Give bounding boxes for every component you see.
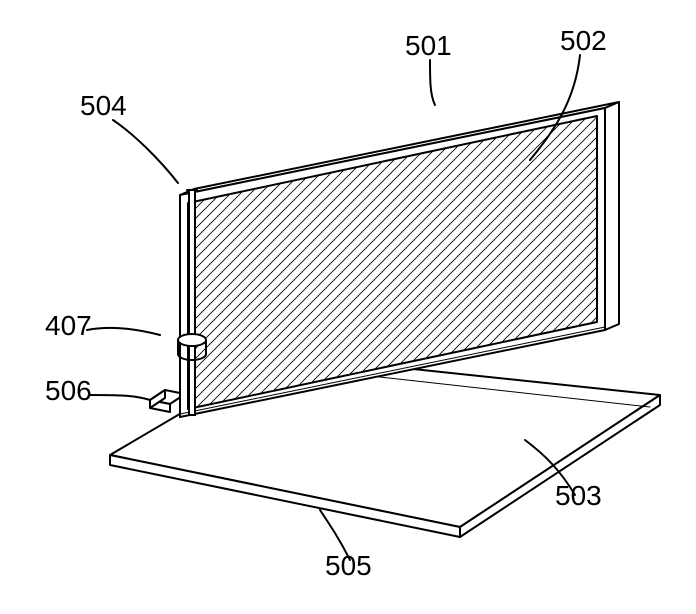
label-503: 503 xyxy=(555,480,602,511)
label-407: 407 xyxy=(45,310,92,341)
label-501: 501 xyxy=(405,30,452,61)
figure-svg: 501502503504505506407 xyxy=(0,0,696,614)
post-504 xyxy=(187,190,197,415)
label-504: 504 xyxy=(80,90,127,121)
label-506: 506 xyxy=(45,375,92,406)
label-502: 502 xyxy=(560,25,607,56)
mesh-frame xyxy=(180,102,619,417)
